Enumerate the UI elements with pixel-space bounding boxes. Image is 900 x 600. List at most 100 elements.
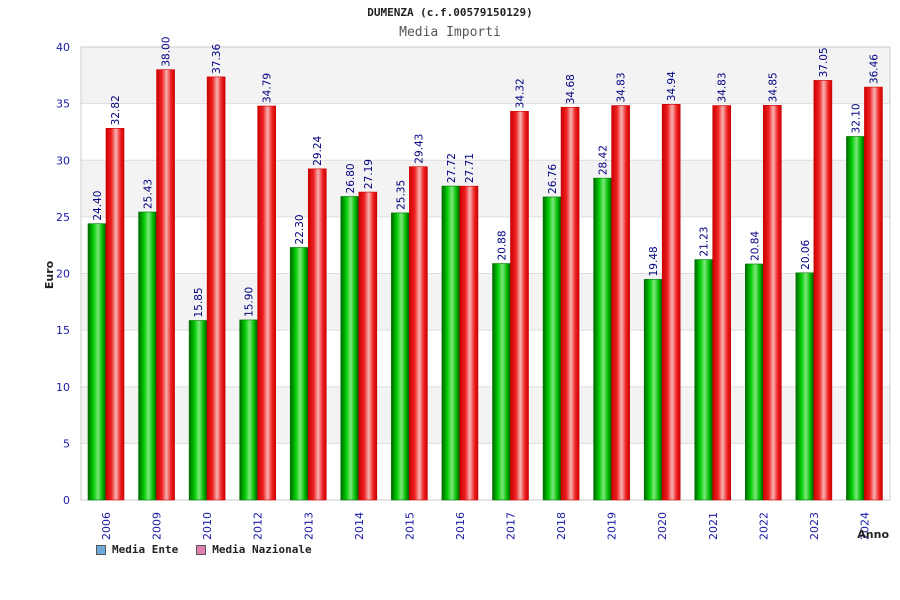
data-label: 20.84: [749, 231, 761, 261]
bar-media-ente: [846, 136, 865, 501]
x-tick-label: 2013: [302, 512, 315, 540]
bar-media-nazionale: [661, 104, 681, 501]
data-label: 34.32: [515, 78, 527, 108]
legend-swatch-media-ente: [96, 544, 106, 555]
bar-media-ente: [643, 279, 663, 501]
y-axis-label: Euro: [43, 260, 56, 289]
bar-media-nazionale: [358, 191, 378, 501]
bar-media-ente: [745, 263, 764, 501]
x-tick-label: 2006: [100, 512, 113, 540]
x-tick-label: 2022: [757, 512, 770, 540]
bar-media-nazionale: [510, 111, 529, 501]
x-tick-label: 2023: [808, 512, 821, 540]
chart-subtitle: Media Importi: [399, 25, 501, 40]
bar-media-ente: [188, 320, 208, 501]
data-label: 27.19: [363, 159, 375, 189]
bar-media-ente: [492, 263, 511, 501]
bar-media-nazionale: [257, 105, 276, 501]
legend-label-media-ente: Media Ente: [112, 543, 179, 556]
data-label: 28.42: [598, 145, 610, 175]
bar-media-nazionale: [105, 128, 125, 501]
y-tick-label: 40: [56, 41, 70, 54]
bar-media-ente: [289, 247, 309, 501]
data-label: 15.85: [193, 287, 205, 317]
bar-media-nazionale: [864, 86, 883, 501]
bar-media-ente: [694, 259, 714, 501]
x-tick-label: 2016: [454, 512, 467, 540]
x-tick-label: 2017: [505, 512, 518, 540]
data-label: 37.05: [818, 47, 830, 77]
bar-media-nazionale: [156, 69, 175, 501]
data-label: 22.30: [294, 214, 306, 244]
y-tick-label: 0: [63, 494, 70, 507]
bar-media-nazionale: [459, 185, 479, 501]
y-tick-label: 20: [56, 268, 70, 281]
data-label: 34.85: [767, 72, 779, 102]
x-tick-label: 2010: [201, 512, 214, 540]
x-tick-label: 2019: [606, 512, 619, 540]
data-label: 34.68: [565, 74, 577, 104]
bar-media-nazionale: [611, 105, 630, 501]
data-label: 36.46: [868, 54, 880, 84]
legend: Media Ente Media Nazionale: [96, 543, 312, 556]
bar-media-nazionale: [813, 80, 833, 501]
legend-label-media-nazionale: Media Nazionale: [212, 543, 312, 556]
y-tick-label: 30: [56, 154, 70, 167]
data-label: 20.88: [497, 230, 509, 260]
y-tick-label: 10: [56, 381, 70, 394]
y-tick-label: 15: [56, 324, 70, 337]
data-label: 26.76: [547, 164, 559, 194]
legend-item-media-nazionale: Media Nazionale: [196, 543, 312, 556]
x-tick-label: 2024: [858, 512, 871, 540]
y-tick-label: 25: [56, 211, 70, 224]
data-label: 34.83: [717, 72, 729, 102]
bar-media-nazionale: [763, 105, 782, 501]
data-label: 34.83: [616, 72, 628, 102]
data-label: 29.24: [312, 135, 324, 165]
bar-media-ente: [138, 211, 157, 501]
bar-media-nazionale: [409, 166, 428, 501]
data-label: 29.43: [413, 134, 425, 164]
chart-title: DUMENZA (c.f.00579150129): [367, 6, 533, 19]
bar-media-ente: [239, 319, 258, 501]
data-label: 32.10: [850, 103, 862, 133]
bar-media-nazionale: [560, 106, 580, 501]
bar-media-nazionale: [206, 76, 226, 501]
x-tick-label: 2014: [353, 512, 366, 540]
data-label: 20.06: [800, 239, 812, 269]
data-label: 37.36: [211, 44, 223, 74]
y-tick-label: 5: [63, 437, 70, 450]
data-label: 38.00: [161, 37, 173, 67]
data-label: 15.90: [244, 287, 256, 317]
x-tick-label: 2015: [403, 512, 416, 540]
legend-item-media-ente: Media Ente: [96, 543, 178, 556]
bar-media-ente: [593, 177, 612, 501]
data-label: 21.23: [699, 227, 711, 257]
bar-media-ente: [795, 272, 815, 501]
data-label: 34.79: [262, 73, 274, 103]
x-tick-label: 2018: [555, 512, 568, 540]
data-label: 27.71: [464, 153, 476, 183]
data-label: 25.35: [395, 180, 407, 210]
data-label: 34.94: [666, 71, 678, 101]
legend-swatch-media-nazionale: [196, 544, 207, 555]
x-tick-label: 2020: [656, 512, 669, 540]
x-tick-label: 2009: [151, 512, 164, 540]
x-axis-label: Anno: [857, 528, 889, 541]
data-label: 32.82: [110, 95, 122, 125]
bar-media-ente: [87, 223, 107, 501]
data-label: 25.43: [143, 179, 155, 209]
y-tick-label: 35: [56, 98, 70, 111]
data-label: 26.80: [345, 163, 357, 193]
bar-media-nazionale: [712, 105, 732, 501]
bar-media-ente: [340, 196, 360, 501]
x-tick-label: 2012: [252, 512, 265, 540]
data-label: 27.72: [446, 153, 458, 183]
bar-media-ente: [441, 185, 461, 501]
bar-media-nazionale: [307, 168, 327, 501]
data-label: 24.40: [92, 191, 104, 221]
x-tick-label: 2021: [707, 512, 720, 540]
data-label: 19.48: [648, 246, 660, 276]
